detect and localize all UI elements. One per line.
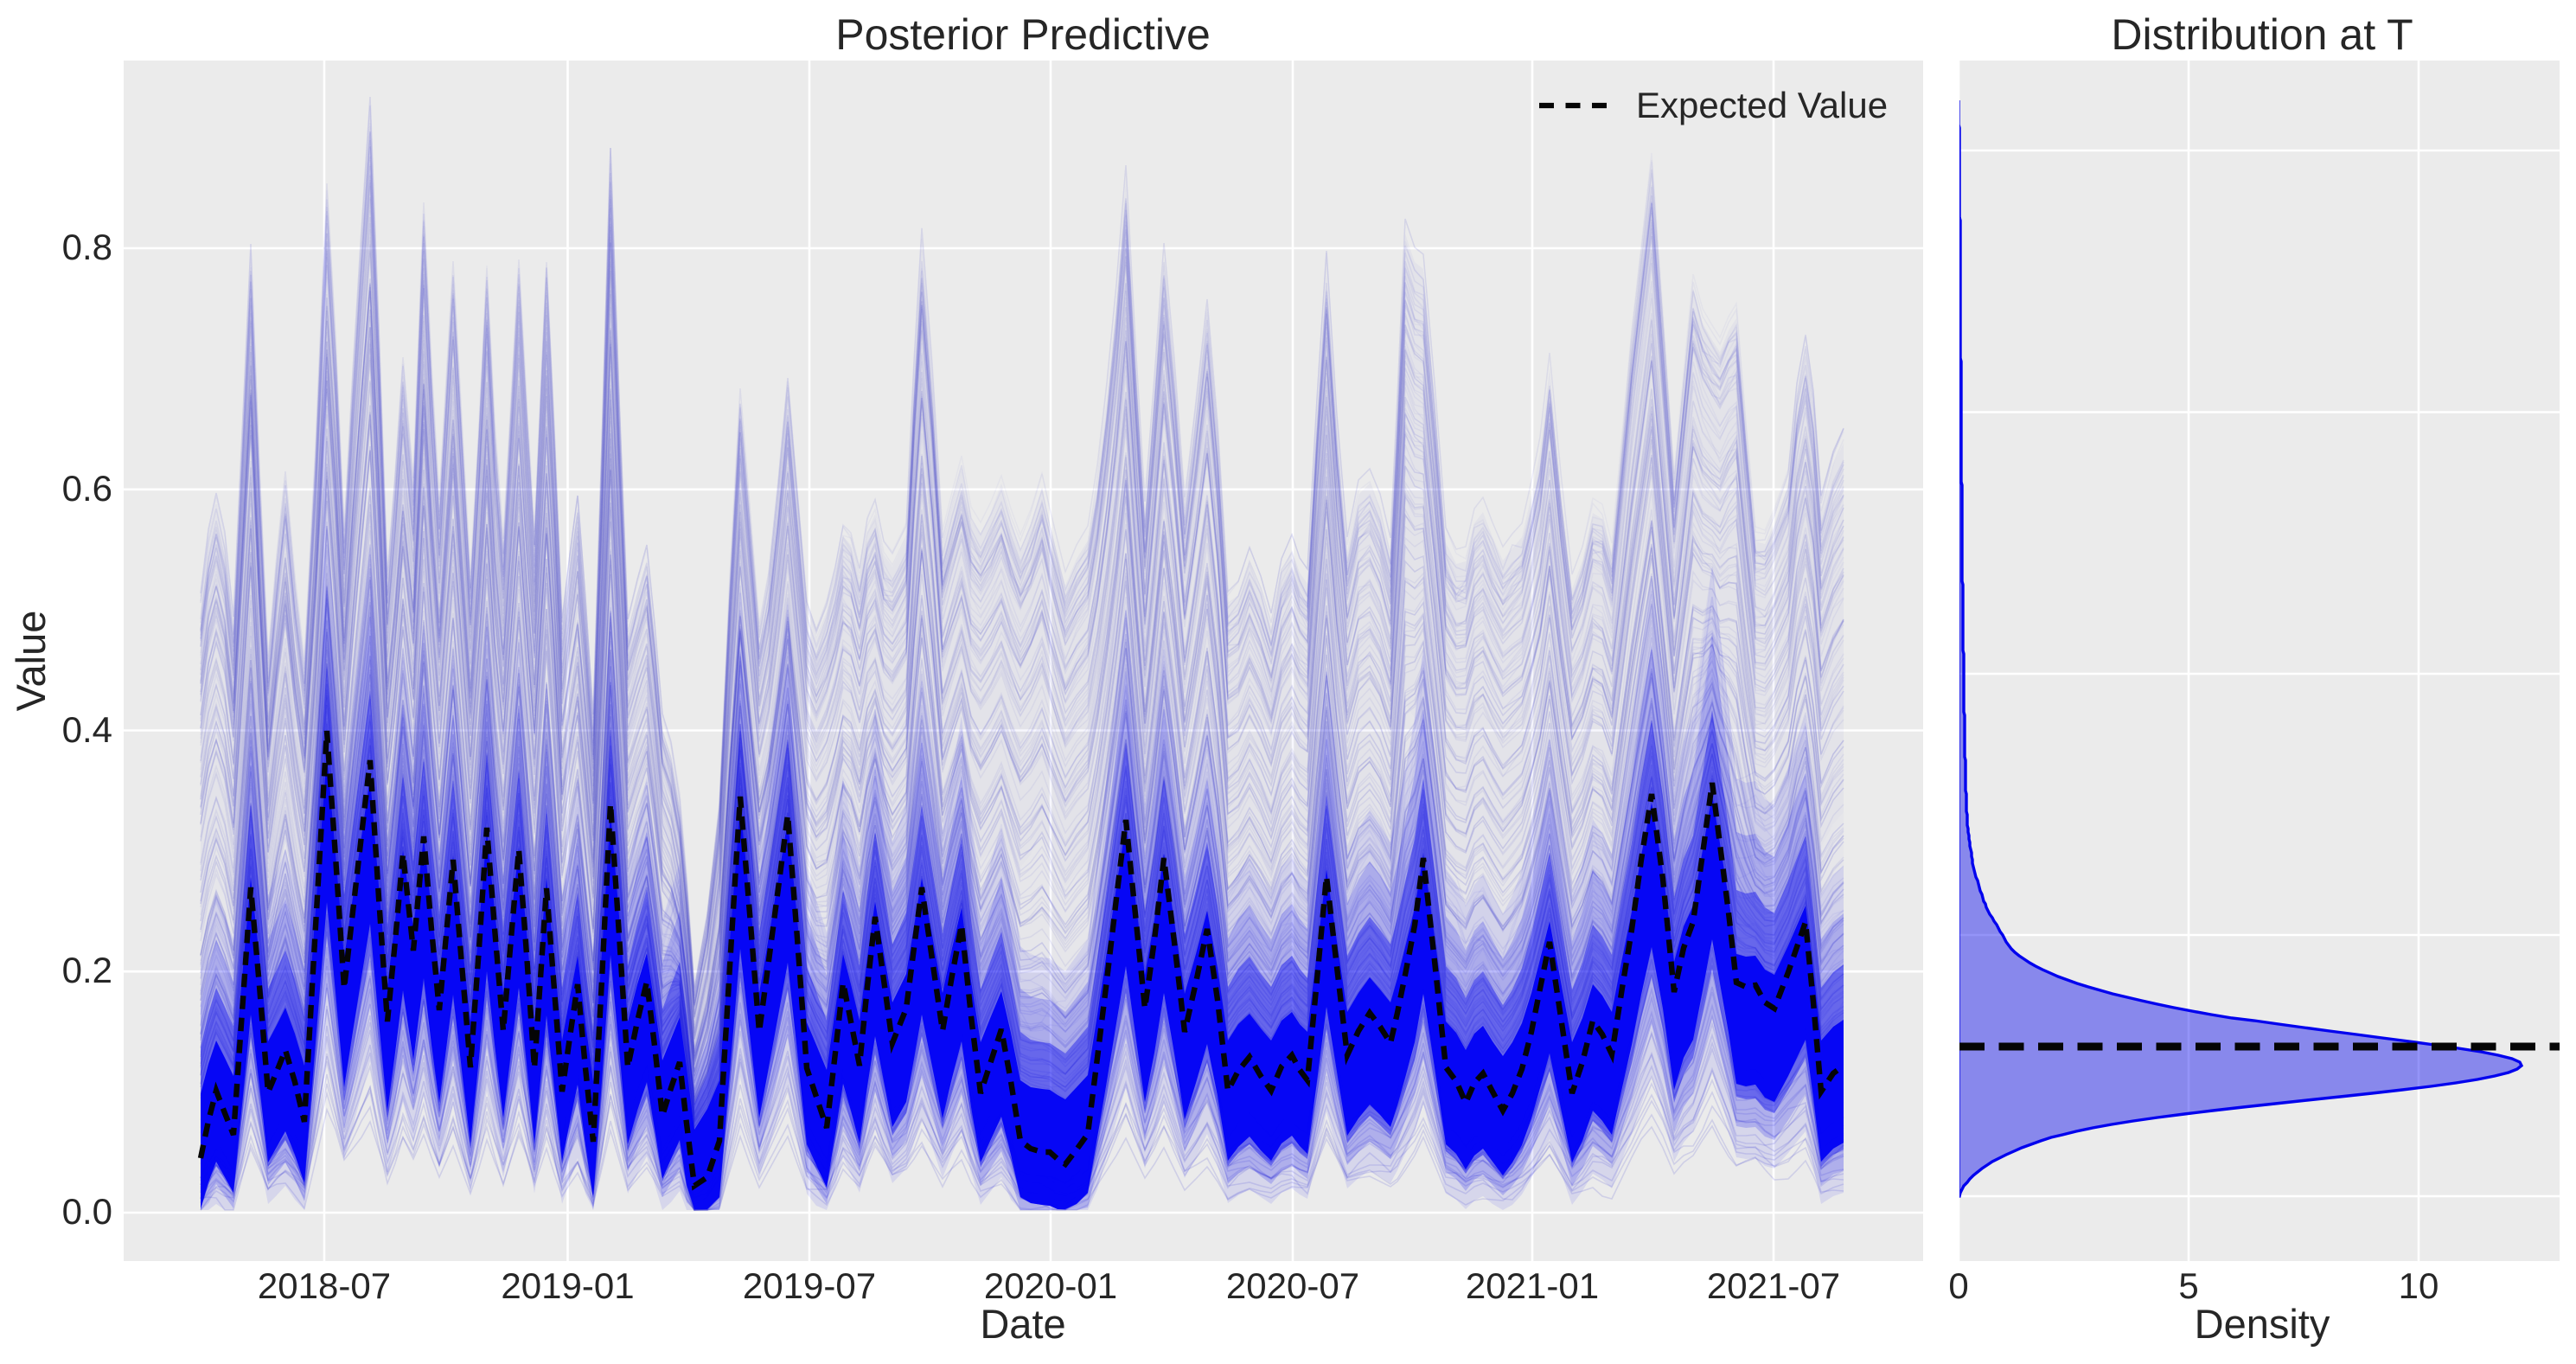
svg-text:Posterior Predictive: Posterior Predictive — [835, 10, 1211, 59]
svg-text:2021-01: 2021-01 — [1466, 1265, 1599, 1306]
svg-text:Expected Value: Expected Value — [1636, 85, 1888, 125]
svg-text:Value: Value — [8, 611, 54, 712]
svg-text:2020-01: 2020-01 — [984, 1265, 1117, 1306]
svg-text:2018-07: 2018-07 — [258, 1265, 391, 1306]
svg-text:0.0: 0.0 — [62, 1191, 112, 1232]
svg-text:5: 5 — [2178, 1265, 2198, 1306]
svg-text:Density: Density — [2195, 1301, 2330, 1347]
svg-text:2019-07: 2019-07 — [743, 1265, 876, 1306]
svg-text:2019-01: 2019-01 — [501, 1265, 634, 1306]
svg-text:0.6: 0.6 — [62, 468, 112, 509]
svg-text:0: 0 — [1948, 1265, 1968, 1306]
svg-text:Distribution at T: Distribution at T — [2111, 10, 2413, 59]
svg-text:0.2: 0.2 — [62, 950, 112, 990]
svg-text:2021-07: 2021-07 — [1707, 1265, 1840, 1306]
svg-text:2020-07: 2020-07 — [1226, 1265, 1359, 1306]
svg-text:0.4: 0.4 — [62, 709, 112, 750]
svg-text:10: 10 — [2399, 1265, 2439, 1306]
svg-text:Date: Date — [980, 1301, 1065, 1347]
svg-text:0.8: 0.8 — [62, 227, 112, 267]
